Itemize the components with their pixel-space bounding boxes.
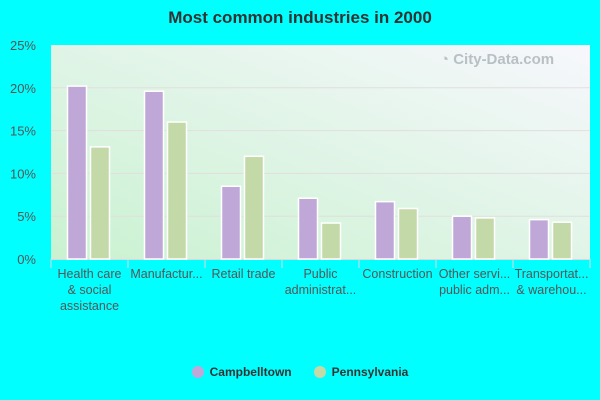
y-tick-label: 10% [10,166,36,181]
chart-title: Most common industries in 2000 [168,8,432,27]
legend: Campbelltown Pennsylvania [0,365,600,379]
bar-pennsylvania [89,146,111,260]
bar-campbelltown [66,85,88,260]
x-tick-label: administrat... [285,283,357,297]
y-tick-label: 15% [10,124,36,139]
legend-label: Campbelltown [209,365,292,379]
legend-swatch [191,366,204,378]
legend-item-campbelltown: Campbelltown [191,365,292,379]
bar-pennsylvania [397,207,419,260]
bar-campbelltown [528,218,550,260]
x-tick-label: public adm... [439,283,510,297]
x-tick-label: assistance [60,299,119,313]
x-tick-label: Health care [58,267,122,281]
x-tick-label: Manufactur... [130,267,202,281]
bar-campbelltown [451,215,473,260]
x-tick-label: Public [303,267,337,281]
y-tick-label: 20% [10,81,36,96]
bar-campbelltown [374,200,396,260]
x-tick-label: Construction [362,267,432,281]
y-tick-label: 5% [17,209,36,224]
y-tick-label: 0% [17,252,36,267]
bar-pennsylvania [320,222,342,260]
watermark-logo: ◔ City-Data.com [440,51,555,68]
bar-campbelltown [220,185,242,260]
x-tick-label: Other servi... [439,267,511,281]
bar-campbelltown [143,90,165,260]
bar-pennsylvania [166,121,188,260]
bar-pennsylvania [243,155,265,260]
x-tick-label: Retail trade [212,267,276,281]
x-tick-label: & warehou... [516,283,586,297]
legend-swatch [313,366,326,378]
x-tick-label: & social [68,283,112,297]
x-tick-label: Transportat... [515,267,589,281]
bar-pennsylvania [551,221,573,260]
plot-area [51,45,590,259]
legend-label: Pennsylvania [331,365,409,379]
legend-item-pennsylvania: Pennsylvania [313,365,409,379]
bar-campbelltown [297,197,319,260]
bar-pennsylvania [474,217,496,260]
y-tick-label: 25% [10,38,36,53]
